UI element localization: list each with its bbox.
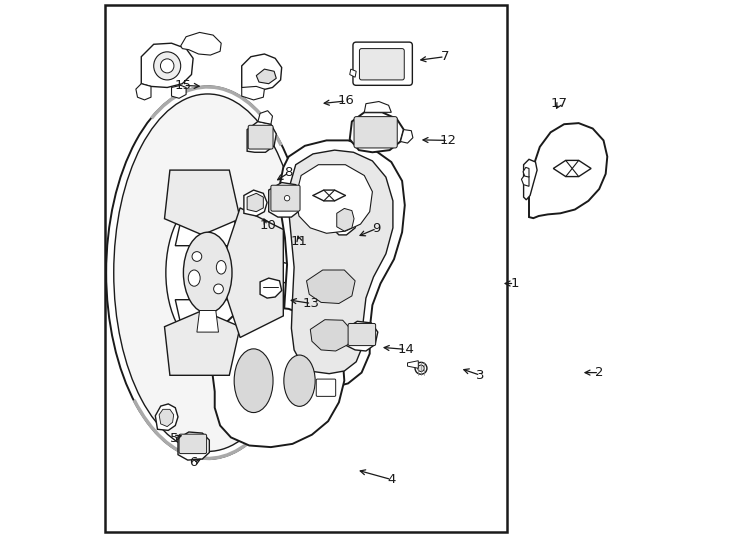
Text: 6: 6 <box>189 456 197 469</box>
Polygon shape <box>258 111 272 124</box>
FancyBboxPatch shape <box>271 185 300 211</box>
FancyBboxPatch shape <box>179 434 206 454</box>
Bar <box>105 5 507 532</box>
Polygon shape <box>141 43 193 87</box>
Ellipse shape <box>214 284 223 294</box>
Ellipse shape <box>192 252 202 261</box>
Text: 15: 15 <box>175 79 192 92</box>
FancyBboxPatch shape <box>354 117 397 148</box>
Polygon shape <box>240 251 291 294</box>
Text: 3: 3 <box>476 369 484 382</box>
Text: 8: 8 <box>285 166 293 179</box>
Text: 10: 10 <box>259 219 276 232</box>
Text: 4: 4 <box>387 473 396 486</box>
Polygon shape <box>219 208 283 338</box>
Text: 12: 12 <box>440 134 457 147</box>
Polygon shape <box>164 310 240 375</box>
Polygon shape <box>296 165 372 233</box>
Polygon shape <box>136 84 151 100</box>
Text: 16: 16 <box>338 94 355 107</box>
Text: 17: 17 <box>550 97 567 110</box>
Ellipse shape <box>184 232 232 313</box>
Polygon shape <box>349 112 404 152</box>
Text: 14: 14 <box>397 343 414 356</box>
Polygon shape <box>407 361 418 368</box>
Text: 5: 5 <box>170 432 178 445</box>
Polygon shape <box>523 159 537 200</box>
Polygon shape <box>175 300 240 348</box>
Ellipse shape <box>415 362 427 374</box>
Polygon shape <box>364 102 391 112</box>
Text: 2: 2 <box>595 366 603 379</box>
Polygon shape <box>172 85 186 98</box>
Polygon shape <box>529 123 607 218</box>
Ellipse shape <box>418 365 424 372</box>
Text: 7: 7 <box>440 50 449 63</box>
Polygon shape <box>178 432 209 460</box>
Polygon shape <box>175 197 240 246</box>
Polygon shape <box>288 150 393 374</box>
Polygon shape <box>553 160 591 177</box>
Polygon shape <box>247 193 264 212</box>
Ellipse shape <box>166 197 250 348</box>
Ellipse shape <box>114 94 302 451</box>
Polygon shape <box>401 130 413 143</box>
FancyBboxPatch shape <box>316 379 335 396</box>
Polygon shape <box>241 86 264 100</box>
Polygon shape <box>181 32 221 55</box>
Text: 9: 9 <box>373 222 381 235</box>
Polygon shape <box>521 175 529 186</box>
Polygon shape <box>337 208 354 231</box>
Polygon shape <box>307 270 355 303</box>
Polygon shape <box>346 321 378 351</box>
Polygon shape <box>280 140 404 388</box>
Ellipse shape <box>217 261 226 274</box>
Ellipse shape <box>153 52 181 80</box>
Ellipse shape <box>161 59 174 73</box>
Polygon shape <box>349 69 356 77</box>
Polygon shape <box>197 310 219 332</box>
Ellipse shape <box>284 355 315 407</box>
Polygon shape <box>523 167 529 177</box>
FancyBboxPatch shape <box>353 42 413 85</box>
FancyBboxPatch shape <box>360 49 404 80</box>
Polygon shape <box>211 307 344 447</box>
Polygon shape <box>164 170 240 235</box>
Polygon shape <box>247 122 276 152</box>
Ellipse shape <box>106 86 309 459</box>
Ellipse shape <box>188 270 200 286</box>
Polygon shape <box>244 190 267 216</box>
Polygon shape <box>269 183 302 217</box>
Polygon shape <box>156 404 178 430</box>
Text: 1: 1 <box>510 277 519 290</box>
FancyBboxPatch shape <box>348 323 376 346</box>
Polygon shape <box>159 409 174 427</box>
Text: 11: 11 <box>291 235 308 248</box>
Polygon shape <box>260 278 282 298</box>
Polygon shape <box>256 69 276 84</box>
FancyBboxPatch shape <box>248 125 273 149</box>
Ellipse shape <box>234 349 273 413</box>
Polygon shape <box>310 320 352 351</box>
Text: 13: 13 <box>303 297 320 310</box>
Ellipse shape <box>284 195 290 201</box>
Polygon shape <box>241 54 282 91</box>
Polygon shape <box>333 205 357 235</box>
